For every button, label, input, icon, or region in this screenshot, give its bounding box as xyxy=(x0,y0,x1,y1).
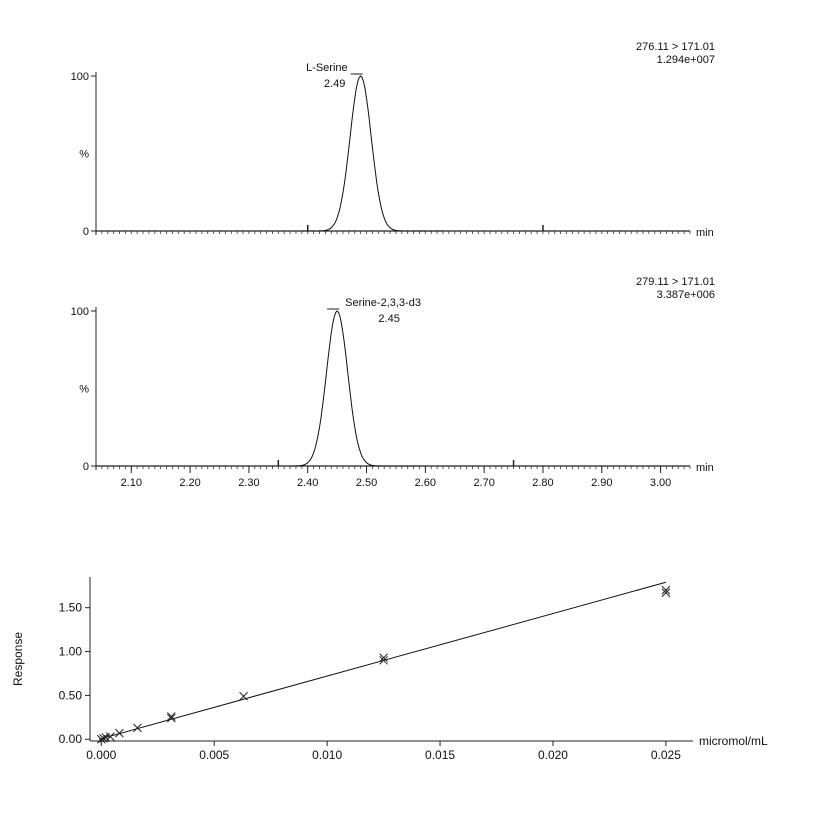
data-point-stroke xyxy=(166,713,176,723)
chromatogram-2: 100% 0 2.10 2.20 2.30 2.40 2.50 2.60 2.70 2.80 2.9… xyxy=(71,276,715,489)
data-point xyxy=(105,732,115,741)
x-tick-label: 2.20 xyxy=(179,477,200,489)
data-point xyxy=(661,588,671,598)
x-tick-label: 2.60 xyxy=(415,477,436,489)
calibration-chart: 0.00 0.50 1.00 1.50 0.000 0.005 0.010 0.015 0.02… xyxy=(11,577,768,762)
x-tick-label: 0.010 xyxy=(312,748,342,762)
x-axis-label: micromol/mL xyxy=(699,734,768,748)
x-tick-label: 0.000 xyxy=(86,748,116,762)
peak-rt-label: 2.45 xyxy=(378,313,399,325)
chromatogram-1: 100% 0 min L-Serine 2.49 276.11 > 171.011.294… xyxy=(71,41,715,239)
x-tick-label: 2.10 xyxy=(121,477,142,489)
x-tick-label: 2.50 xyxy=(356,477,377,489)
data-point xyxy=(661,585,671,595)
y-axis-label: Response xyxy=(11,632,25,686)
data-point-stroke xyxy=(99,734,108,743)
data-point-stroke xyxy=(379,653,388,663)
data-point xyxy=(239,691,248,701)
x-tick-label: 2.30 xyxy=(238,477,259,489)
y-tick-label-100: 100 xyxy=(71,306,89,318)
data-point xyxy=(379,653,388,663)
data-point-stroke xyxy=(133,723,142,733)
data-point-stroke xyxy=(239,691,248,701)
data-point xyxy=(133,723,142,733)
data-point-stroke xyxy=(661,588,671,598)
x-tick-label: 2.40 xyxy=(297,477,318,489)
peak-rt-label: 2.49 xyxy=(324,78,345,90)
data-point xyxy=(96,734,106,744)
y-tick-label: 0.00 xyxy=(59,732,83,746)
x-tick-label: 3.00 xyxy=(650,477,671,489)
x-tick-label: 2.90 xyxy=(591,477,612,489)
y-axis-label: % xyxy=(79,149,89,161)
data-point-stroke xyxy=(105,732,115,741)
intensity-label: 3.387e+006 xyxy=(657,289,715,301)
x-tick-label: 0.005 xyxy=(199,748,229,762)
peak-name: Serine-2,3,3-d3 xyxy=(345,297,421,309)
data-point xyxy=(166,713,176,723)
data-point-stroke xyxy=(661,585,671,595)
y-tick-label: 1.50 xyxy=(59,601,83,615)
data-point-stroke xyxy=(166,712,176,721)
peak-trace xyxy=(301,75,443,232)
x-tick-label: 0.015 xyxy=(425,748,455,762)
x-axis-label: min xyxy=(696,462,714,474)
data-point xyxy=(379,655,388,665)
x-tick-label: 0.020 xyxy=(538,748,568,762)
y-tick-label-0: 0 xyxy=(83,461,89,473)
data-point-stroke xyxy=(115,728,124,738)
data-point xyxy=(166,712,176,721)
y-tick-label-100: 100 xyxy=(71,71,89,83)
x-tick-label: 2.70 xyxy=(473,477,494,489)
intensity-label: 1.294e+007 xyxy=(657,54,715,66)
y-axis-label: % xyxy=(79,384,89,396)
y-tick-label: 0.50 xyxy=(59,688,83,702)
peak-name: L-Serine xyxy=(306,62,348,74)
data-point xyxy=(115,728,124,738)
data-point-stroke xyxy=(96,734,106,744)
x-axis-label: min xyxy=(696,227,714,239)
y-tick-label: 1.00 xyxy=(59,645,83,659)
y-tick-label-0: 0 xyxy=(83,226,89,238)
x-tick-label: 2.80 xyxy=(532,477,553,489)
data-point xyxy=(99,734,108,743)
trace-label: 279.11 > 171.01 xyxy=(636,276,715,288)
data-point-stroke xyxy=(379,655,388,665)
peak-trace xyxy=(290,310,420,467)
trace-label: 276.11 > 171.01 xyxy=(636,41,715,53)
x-tick-label: 0.025 xyxy=(651,748,681,762)
